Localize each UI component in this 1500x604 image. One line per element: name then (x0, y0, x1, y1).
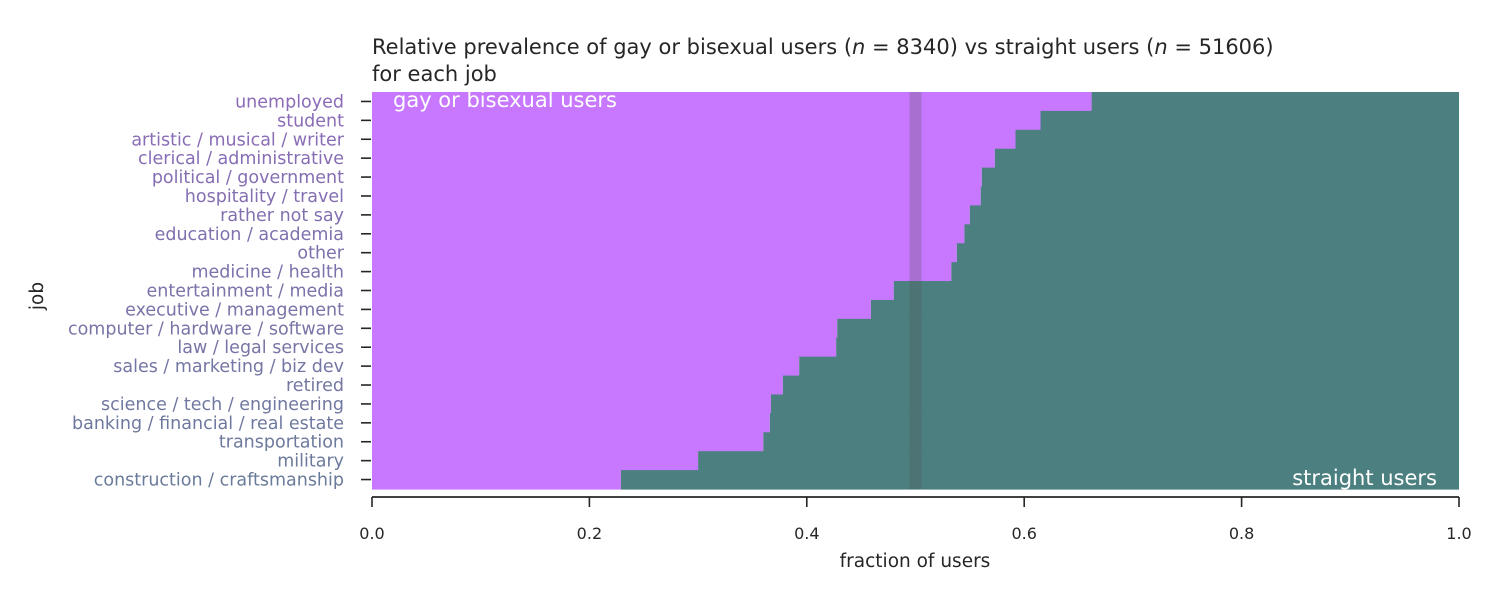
plot-area (372, 92, 1459, 490)
bar-gay-bisexual-15 (372, 375, 783, 396)
title-n1-text: = 8340) vs straight users ( (865, 35, 1154, 59)
y-tick-label-6: rather not say (220, 206, 344, 226)
title-n-symbol-1: n (852, 35, 865, 59)
y-tick-label-1: student (277, 111, 344, 131)
bar-straight-9 (951, 262, 1459, 282)
x-axis-label: fraction of users (840, 551, 991, 572)
bar-gay-bisexual-2 (372, 129, 1016, 150)
y-tick-label-14: sales / marketing / biz dev (113, 357, 344, 377)
bar-gay-bisexual-6 (372, 205, 970, 225)
bar-gay-bisexual-10 (372, 281, 894, 301)
bar-gay-bisexual-4 (372, 167, 982, 188)
bar-gay-bisexual-5 (372, 186, 981, 207)
y-tick-label-16: science / tech / engineering (101, 395, 344, 415)
y-tick-label-5: hospitality / travel (185, 187, 344, 207)
bar-straight-15 (782, 375, 1459, 396)
reference-line-half (909, 92, 922, 489)
y-tick-label-0: unemployed (235, 92, 344, 112)
title-n-symbol-2: n (1154, 35, 1167, 59)
y-tick-label-17: banking / financial / real estate (72, 414, 344, 434)
bar-gay-bisexual-16 (372, 394, 771, 414)
bar-gay-bisexual-13 (372, 337, 837, 358)
y-tick-label-9: medicine / health (191, 263, 344, 283)
bar-straight-7 (964, 224, 1459, 244)
chart-title: Relative prevalence of gay or bisexual u… (372, 35, 1274, 86)
bar-straight-13 (836, 337, 1459, 358)
title-n2-text: = 51606) (1168, 35, 1274, 59)
y-tick-label-7: education / academia (155, 225, 344, 245)
y-axis-label: job (27, 282, 48, 311)
bar-straight-4 (981, 167, 1459, 188)
bar-straight-11 (870, 299, 1459, 320)
x-tick-label-3: 0.6 (1011, 524, 1036, 543)
title-prefix: Relative prevalence of gay or bisexual u… (372, 35, 852, 59)
y-tick-label-10: entertainment / media (146, 282, 344, 302)
bar-straight-20 (620, 470, 1459, 490)
bar-gay-bisexual-18 (372, 432, 764, 452)
x-tick-label-2: 0.4 (794, 524, 819, 543)
x-axis: 0.0 0.2 0.4 0.6 0.8 1.0 (359, 496, 1472, 543)
x-tick-label-4: 0.8 (1229, 524, 1254, 543)
y-tick-label-13: law / legal services (177, 338, 344, 358)
inline-labels: gay or bisexual users straight users (393, 88, 1437, 490)
bar-gay-bisexual-17 (372, 413, 770, 433)
y-tick-label-20: construction / craftsmanship (94, 471, 344, 491)
bar-straight-17 (769, 413, 1459, 433)
y-tick-label-15: retired (286, 376, 344, 396)
y-tick-label-2: artistic / musical / writer (131, 130, 344, 150)
y-tick-label-3: clerical / administrative (138, 149, 344, 169)
y-tick-label-11: executive / management (125, 300, 344, 320)
bar-straight-0 (1091, 92, 1459, 112)
series-label-straight: straight users (1292, 466, 1437, 490)
bar-straight-19 (698, 451, 1459, 471)
bar-gay-bisexual-1 (372, 110, 1041, 131)
bar-gay-bisexual-3 (372, 148, 995, 169)
bar-gay-bisexual-11 (372, 299, 871, 320)
bar-gay-bisexual-7 (372, 224, 965, 244)
bar-straight-2 (1015, 129, 1459, 150)
bar-straight-14 (799, 356, 1459, 377)
bar-gay-bisexual-20 (372, 470, 621, 490)
y-tick-label-18: transportation (219, 433, 344, 453)
x-tick-label-5: 1.0 (1446, 524, 1471, 543)
chart-title-line-1: Relative prevalence of gay or bisexual u… (372, 35, 1274, 59)
bar-gay-bisexual-9 (372, 262, 952, 282)
bar-gay-bisexual-8 (372, 243, 957, 263)
bar-straight-6 (969, 205, 1459, 225)
bar-gay-bisexual-12 (372, 318, 838, 339)
bar-straight-16 (770, 394, 1459, 414)
bar-straight-1 (1040, 110, 1459, 131)
y-tick-label-19: military (277, 452, 344, 472)
x-tick-label-0: 0.0 (359, 524, 384, 543)
bar-straight-10 (893, 281, 1459, 301)
chart-title-line-2: for each job (372, 62, 497, 86)
y-tick-label-8: other (297, 244, 344, 264)
bar-gay-bisexual-19 (372, 451, 699, 471)
bar-gay-bisexual-14 (372, 356, 800, 377)
bar-straight-3 (994, 148, 1459, 169)
x-tick-label-1: 0.2 (577, 524, 602, 543)
bar-gay-bisexual-0 (372, 92, 1092, 112)
bar-straight-5 (980, 186, 1459, 207)
bar-straight-8 (956, 243, 1459, 263)
y-tick-label-12: computer / hardware / software (68, 319, 344, 339)
bar-straight-12 (837, 318, 1459, 339)
series-label-gay-bisexual: gay or bisexual users (393, 88, 617, 112)
y-tick-label-4: political / government (152, 168, 344, 188)
bar-straight-18 (763, 432, 1459, 452)
